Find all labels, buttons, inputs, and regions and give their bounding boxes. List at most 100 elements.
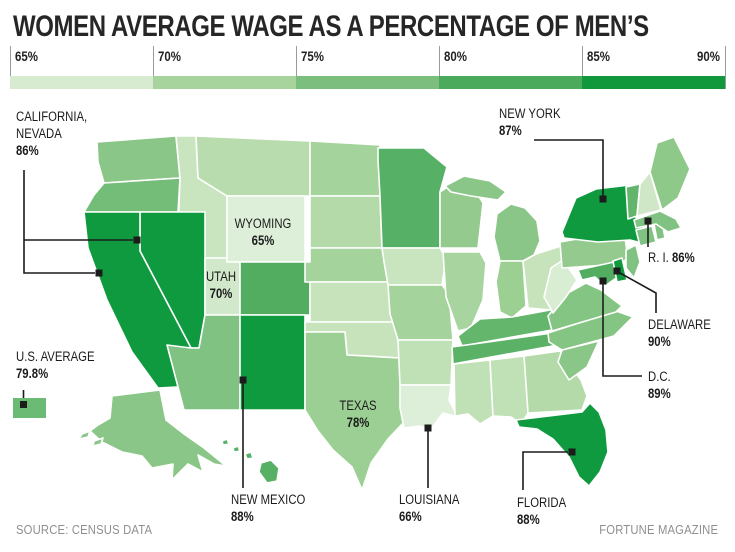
label-texas: TEXAS 78%	[316, 397, 400, 431]
state-in	[495, 260, 527, 319]
state-or	[83, 177, 181, 213]
legend-swatch-3	[296, 76, 439, 89]
new-mexico-marker	[239, 376, 247, 384]
legend-label-70: 70%	[158, 49, 181, 64]
new-york-marker	[599, 195, 607, 203]
state-wa	[96, 135, 181, 184]
state-mi	[493, 203, 541, 262]
state-ct	[635, 225, 657, 247]
us-average-marker	[20, 401, 27, 408]
label-louisiana-value: 66%	[399, 509, 422, 524]
new-york-callout-line	[534, 139, 604, 196]
publisher-credit: FORTUNE MAGAZINE	[599, 523, 718, 537]
label-california-nevada-name2: NEVADA	[16, 126, 62, 141]
page-title: WOMEN AVERAGE WAGE AS A PERCENTAGE OF ME…	[13, 10, 649, 43]
state-mo	[387, 284, 454, 341]
legend-swatch-1	[10, 76, 153, 89]
legend-swatch-4	[439, 76, 582, 89]
state-hi-island	[258, 459, 280, 484]
label-louisiana: LOUISIANA 66%	[399, 491, 460, 525]
state-me	[649, 136, 691, 211]
state-mi-upper	[444, 175, 507, 201]
state-nm	[239, 314, 306, 411]
label-dc: D.C. 89%	[648, 368, 671, 402]
label-new-york-name: NEW YORK	[499, 106, 561, 121]
state-fl	[515, 402, 609, 487]
label-california-nevada-value: 86%	[16, 143, 39, 158]
label-us-average: U.S. AVERAGE 79.8%	[16, 348, 95, 382]
state-mt	[195, 135, 311, 197]
florida-callout-line	[522, 451, 568, 490]
label-new-mexico-name: NEW MEXICO	[231, 492, 306, 507]
state-nd	[309, 140, 381, 197]
label-california-nevada-name1: CALIFORNIA,	[16, 109, 88, 124]
label-new-york: NEW YORK 87%	[499, 105, 561, 139]
label-utah-value: 70%	[209, 286, 233, 301]
california-marker	[95, 269, 103, 277]
label-us-average-name: U.S. AVERAGE	[16, 349, 95, 364]
nevada-marker	[133, 236, 141, 244]
state-sd	[309, 195, 383, 249]
label-rhode-island: R. I. 86%	[648, 249, 695, 266]
state-ma	[633, 210, 682, 233]
legend-label-75: 75%	[301, 49, 324, 64]
source-credit: SOURCE: CENSUS DATA	[16, 523, 153, 537]
label-new-york-value: 87%	[499, 123, 522, 138]
label-dc-name: D.C.	[648, 369, 671, 384]
label-dc-value: 89%	[648, 386, 671, 401]
label-delaware-name: DELAWARE	[648, 317, 711, 332]
legend-label-85: 85%	[587, 49, 610, 64]
delaware-callout-line	[619, 272, 657, 313]
florida-marker	[568, 448, 576, 456]
legend-tick	[10, 46, 11, 89]
label-new-mexico-value: 88%	[231, 509, 254, 524]
label-louisiana-name: LOUISIANA	[399, 492, 460, 507]
state-mn	[377, 147, 448, 249]
state-nh	[636, 171, 662, 217]
state-hi-island	[244, 451, 254, 460]
legend-swatch-2	[153, 76, 296, 89]
label-us-average-value: 79.8%	[16, 366, 49, 381]
rhode-island-marker	[644, 217, 652, 225]
label-florida-value: 88%	[517, 512, 540, 527]
legend-label-90: 90%	[697, 49, 720, 64]
louisiana-marker	[424, 424, 432, 432]
state-hi-island	[232, 445, 241, 453]
label-wyoming-value: 65%	[251, 233, 275, 248]
state-hi-island	[221, 438, 230, 446]
state-ar	[397, 339, 454, 386]
state-ak-aleutian	[78, 430, 91, 440]
state-ak	[89, 389, 227, 481]
label-texas-value: 78%	[346, 415, 370, 430]
callout-annotations	[13, 139, 657, 490]
label-california-nevada: CALIFORNIA, NEVADA 86%	[16, 108, 87, 159]
label-utah-name: UTAH	[205, 269, 237, 284]
legend-tick	[296, 46, 297, 89]
label-rhode-island-value: 86%	[671, 250, 695, 265]
label-florida-name: FLORIDA	[517, 495, 567, 510]
delaware-marker	[613, 267, 621, 275]
us-average-swatch	[13, 398, 46, 418]
legend-swatch-5	[582, 76, 725, 89]
dc-callout-line	[602, 284, 642, 377]
legend-label-80: 80%	[444, 49, 467, 64]
legend-tick	[153, 46, 154, 89]
state-wv	[543, 259, 578, 314]
label-texas-name: TEXAS	[339, 398, 377, 413]
legend-tick	[439, 46, 440, 89]
legend-tick	[725, 46, 726, 89]
state-ne	[304, 247, 393, 283]
states	[78, 135, 691, 491]
dc-marker	[599, 277, 607, 285]
state-al	[489, 355, 530, 425]
label-delaware-value: 90%	[648, 334, 671, 349]
label-utah: UTAH 70%	[187, 268, 254, 302]
state-la	[399, 384, 459, 430]
label-wyoming: WYOMING 65%	[213, 215, 314, 249]
state-nj	[625, 244, 641, 279]
label-rhode-island-name: R. I.	[648, 250, 669, 265]
legend-label-65: 65%	[15, 49, 38, 64]
state-ak-aleutian	[92, 437, 104, 447]
